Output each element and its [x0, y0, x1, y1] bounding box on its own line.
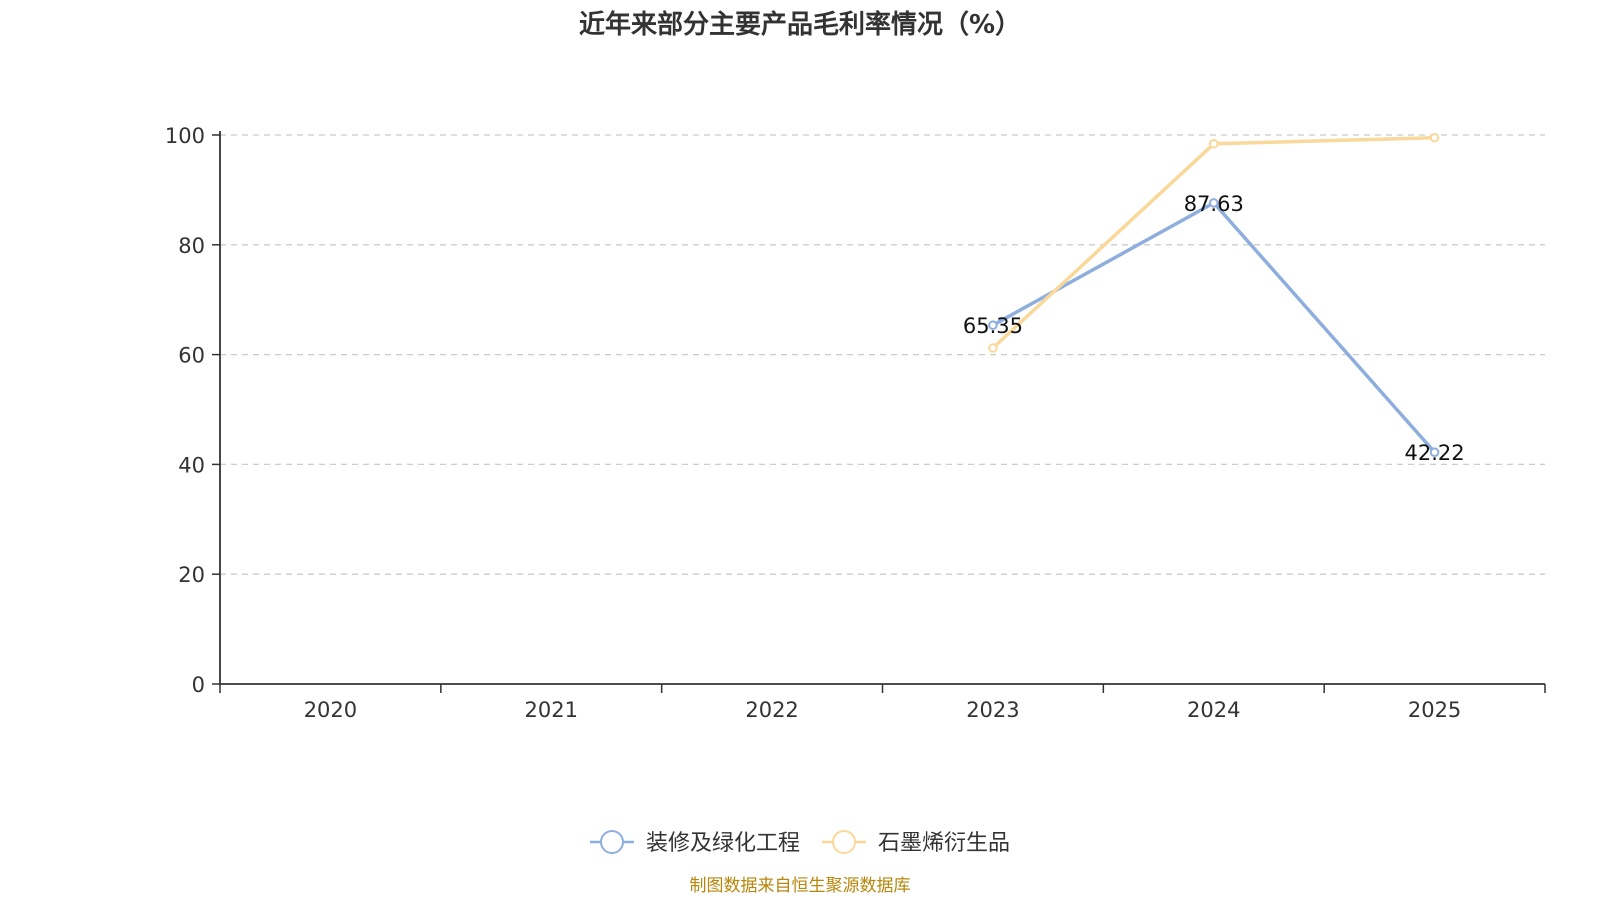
y-tick-label: 0	[192, 673, 205, 697]
source-note: 制图数据来自恒生聚源数据库	[690, 876, 911, 896]
y-tick-label: 100	[165, 124, 205, 148]
data-label-layer: 65.35 87.63 42.22	[963, 192, 1465, 465]
series-line	[992, 201, 1436, 454]
chart-title: 近年来部分主要产品毛利率情况（%）	[579, 9, 1021, 40]
series-line	[991, 135, 1435, 350]
x-tick-label-2024: 2024	[1187, 698, 1240, 722]
data-point	[1208, 138, 1219, 149]
axis-layer: 0 20 40 60 80 100 2020 2021 2022 2023 2024 2025	[165, 124, 1546, 722]
data-point	[988, 343, 998, 353]
grid-layer	[220, 134, 1545, 575]
series-1	[988, 132, 1440, 353]
legend: 装修及绿化工程 石墨烯衍生品	[590, 830, 1010, 856]
data-point	[1429, 447, 1440, 458]
y-tick-label: 80	[178, 234, 205, 258]
y-tick-label: 60	[178, 344, 205, 368]
x-tick-label-2022: 2022	[745, 698, 798, 722]
data-point	[1429, 132, 1440, 143]
x-tick-label-2023: 2023	[966, 698, 1019, 722]
data-point	[1208, 198, 1219, 208]
data-label: 87.63	[1184, 192, 1244, 216]
legend-label: 装修及绿化工程	[646, 831, 800, 856]
data-label: 42.22	[1405, 441, 1465, 465]
x-tick-label-2021: 2021	[525, 698, 578, 722]
data-label: 65.35	[963, 314, 1023, 338]
series-layer	[988, 132, 1440, 458]
x-tick-label-2025: 2025	[1408, 698, 1461, 722]
legend-item-1: 石墨烯衍生品	[822, 830, 1010, 856]
y-tick-label: 20	[178, 563, 205, 587]
y-tick-label: 40	[178, 453, 205, 477]
series-0	[988, 198, 1440, 458]
legend-item-0: 装修及绿化工程	[590, 830, 800, 856]
legend-label: 石墨烯衍生品	[878, 831, 1010, 856]
x-tick-label-2020: 2020	[304, 698, 357, 722]
data-point	[988, 320, 998, 331]
legend-marker	[832, 830, 856, 854]
legend-marker	[600, 830, 624, 854]
